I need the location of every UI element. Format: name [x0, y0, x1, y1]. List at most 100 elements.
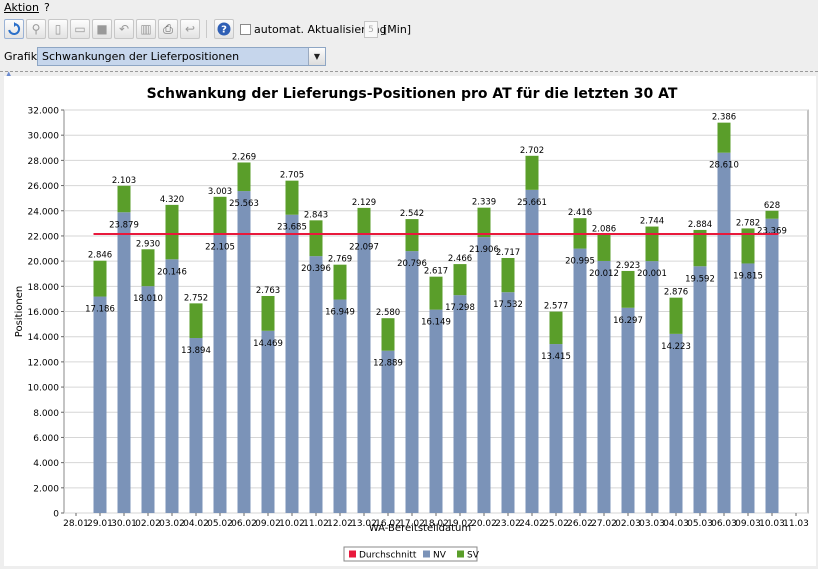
- y-tick-label: 0: [53, 510, 59, 520]
- x-tick-label: 24.02: [519, 519, 545, 529]
- data-label-sv: 2.129: [352, 198, 376, 208]
- x-tick-label: 11.03: [783, 519, 809, 529]
- bar-nv: [237, 191, 251, 513]
- x-tick-label: 28.01: [63, 519, 89, 529]
- data-label-sv: 628: [764, 201, 780, 211]
- data-label-nv: 19.815: [733, 271, 763, 281]
- undo-button[interactable]: ↶: [114, 19, 134, 39]
- data-label-sv: 2.769: [328, 255, 352, 265]
- grafik-label: Grafik: [4, 50, 38, 63]
- interval-input[interactable]: 5: [364, 21, 378, 38]
- data-label-sv: 2.763: [256, 286, 280, 296]
- collapse-triangle-icon[interactable]: ▲: [6, 70, 12, 78]
- data-label-nv: 21.906: [469, 245, 499, 255]
- x-tick-label: 13.02: [351, 519, 377, 529]
- menu-aktion[interactable]: Aktion: [4, 1, 39, 14]
- data-label-sv: 2.702: [520, 146, 544, 156]
- data-label-nv: 23.685: [277, 223, 307, 233]
- x-tick-label: 04.03: [663, 519, 689, 529]
- search-button[interactable]: ⚲: [26, 19, 46, 39]
- data-label-nv: 19.592: [685, 274, 715, 284]
- data-label-nv: 20.146: [157, 267, 187, 277]
- bar-sv: [621, 270, 635, 308]
- chart-svg: Schwankung der Lieferungs-Positionen pro…: [4, 76, 816, 566]
- bar-nv: [333, 299, 347, 513]
- print-button[interactable]: ⎙: [158, 19, 178, 39]
- open-button[interactable]: ▭: [70, 19, 90, 39]
- x-tick-label: 09.02: [255, 519, 281, 529]
- return-icon: ↩: [184, 22, 196, 36]
- save-button[interactable]: ■: [92, 19, 112, 39]
- data-label-sv: 2.843: [304, 210, 328, 220]
- new-document-icon: ▯: [54, 22, 62, 36]
- back-button[interactable]: ↩: [180, 19, 200, 39]
- bar-sv: [309, 220, 323, 257]
- y-tick-label: 22.000: [28, 232, 60, 242]
- bar-sv: [645, 226, 659, 262]
- data-label-sv: 2.876: [664, 288, 688, 298]
- y-tick-label: 32.000: [28, 107, 60, 117]
- refresh-icon: [8, 22, 21, 35]
- bar-sv: [237, 162, 251, 192]
- menubar: Aktion ?: [0, 0, 818, 15]
- bar-nv: [717, 152, 731, 513]
- printer-icon: ⎙: [163, 21, 173, 36]
- bar-sv: [693, 229, 707, 267]
- split-divider[interactable]: [0, 71, 818, 76]
- menu-help[interactable]: ?: [44, 1, 50, 14]
- bar-nv: [669, 333, 683, 513]
- legend-swatch: [349, 550, 356, 558]
- grafik-select[interactable]: Schwankungen der Lieferpositionen ▼: [37, 47, 326, 66]
- bar-sv: [117, 185, 131, 213]
- data-label-nv: 20.396: [301, 264, 331, 274]
- auto-update-label: automat. Aktualisierung: [254, 23, 387, 36]
- y-tick-label: 20.000: [28, 258, 60, 268]
- bar-nv: [765, 218, 779, 513]
- y-axis-label: Positionen: [14, 286, 25, 337]
- bar-nv: [189, 338, 203, 513]
- y-tick-label: 30.000: [28, 132, 60, 142]
- legend-swatch: [457, 550, 464, 558]
- bar-nv: [693, 266, 707, 513]
- auto-update-checkbox[interactable]: [240, 24, 251, 35]
- y-tick-label: 8.000: [33, 409, 59, 419]
- x-tick-label: 17.02: [399, 519, 425, 529]
- dropdown-arrow[interactable]: ▼: [308, 48, 325, 65]
- data-label-sv: 2.744: [640, 217, 664, 227]
- x-tick-label: 19.02: [447, 519, 473, 529]
- bar-sv: [165, 204, 179, 260]
- new-button[interactable]: ▯: [48, 19, 68, 39]
- data-label-sv: 2.617: [424, 267, 448, 277]
- legend-box: [343, 546, 478, 562]
- data-label-nv: 13.894: [181, 346, 211, 356]
- refresh-button[interactable]: [4, 19, 24, 39]
- svg-text:?: ?: [221, 25, 227, 36]
- bar-sv: [381, 318, 395, 351]
- toolbar-separator: [206, 20, 207, 38]
- bar-nv: [549, 344, 563, 513]
- bar-nv: [285, 214, 299, 513]
- bar-nv: [741, 263, 755, 513]
- data-label-nv: 20.995: [565, 257, 595, 267]
- bar-nv: [501, 292, 515, 513]
- bar-sv: [141, 249, 155, 287]
- bar-nv: [597, 260, 611, 513]
- y-tick-label: 12.000: [28, 358, 60, 368]
- x-tick-label: 05.03: [687, 519, 713, 529]
- bar-nv: [453, 295, 467, 513]
- data-label-sv: 2.705: [280, 171, 304, 181]
- data-label-sv: 2.386: [712, 113, 736, 123]
- bar-sv: [189, 303, 203, 339]
- delete-button[interactable]: ▥: [136, 19, 156, 39]
- bar-sv: [261, 295, 275, 331]
- bar-nv: [117, 212, 131, 513]
- toolbar: ⚲ ▯ ▭ ■ ↶ ▥ ⎙ ↩ ? automat. Aktualisierun…: [0, 16, 818, 44]
- bar-sv: [597, 234, 611, 261]
- x-tick-label: 04.02: [183, 519, 209, 529]
- x-axis-label: WA-Bereitstelldatum: [369, 523, 471, 534]
- data-label-nv: 20.796: [397, 259, 427, 269]
- help-button[interactable]: ?: [214, 19, 234, 39]
- data-label-nv: 28.610: [709, 161, 739, 171]
- bar-sv: [453, 264, 467, 296]
- bar-nv: [477, 237, 491, 513]
